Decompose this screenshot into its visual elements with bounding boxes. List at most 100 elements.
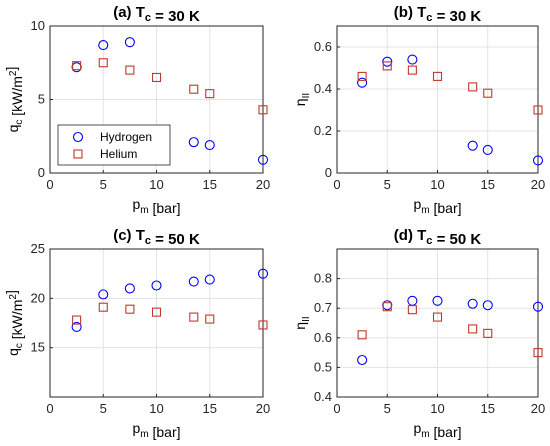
point-helium xyxy=(382,61,392,71)
x-tick-label: 0 xyxy=(333,177,340,192)
point-helium xyxy=(468,324,478,334)
x-tick-label: 20 xyxy=(256,177,270,192)
x-axis-label: pm [bar] xyxy=(413,196,461,216)
point-hydrogen xyxy=(71,62,82,73)
x-tick-label: 0 xyxy=(46,401,53,416)
point-hydrogen xyxy=(188,276,199,287)
y-tick-label: 5 xyxy=(38,92,45,107)
subplot-2: 0 5 10 15 20 0 0.2 0.4 0.6 (b) Tc = 30 K pm [bar] η… xyxy=(292,4,545,216)
point-hydrogen xyxy=(124,37,135,48)
subplot-1: 0 5 10 15 20 0 5 10 (a) Tc = 30 K pm [bar] qc [kW/… xyxy=(3,4,270,216)
y-tick-label: 0.6 xyxy=(314,330,332,345)
point-hydrogen xyxy=(357,77,368,88)
point-helium xyxy=(432,71,443,81)
y-tick-label: 0.7 xyxy=(314,300,332,315)
point-hydrogen xyxy=(98,40,109,51)
y-tick-label: 20 xyxy=(31,290,45,305)
point-hydrogen xyxy=(467,140,478,151)
x-tick-label: 5 xyxy=(100,401,107,416)
subplot-title: (b) Tc = 30 K xyxy=(394,4,482,25)
point-helium xyxy=(357,71,367,81)
y-tick-label: 0.8 xyxy=(314,271,332,286)
point-helium xyxy=(468,82,478,92)
point-hydrogen xyxy=(407,54,418,65)
point-hydrogen xyxy=(482,300,493,311)
point-helium xyxy=(72,315,82,325)
y-tick-label: 0.5 xyxy=(314,359,332,374)
x-tick-label: 0 xyxy=(333,401,340,416)
point-hydrogen xyxy=(71,321,82,332)
y-axis-label: ηII xyxy=(292,93,312,106)
y-tick-label: 15 xyxy=(31,340,45,355)
point-hydrogen xyxy=(98,289,109,300)
y-tick-label: 0 xyxy=(38,165,45,180)
x-tick-label: 20 xyxy=(531,401,545,416)
x-tick-label: 15 xyxy=(203,177,217,192)
point-hydrogen xyxy=(432,295,443,306)
subplot-3: 0 5 10 15 20 15 20 25 (c) Tc = 50 K pm [bar] qc [k… xyxy=(3,227,270,440)
point-hydrogen xyxy=(124,283,135,294)
legend-marker-hydrogen xyxy=(72,131,84,143)
point-helium xyxy=(258,105,268,115)
x-axis-label: pm [bar] xyxy=(413,420,461,440)
y-tick-label: 0.4 xyxy=(314,81,332,96)
point-helium xyxy=(432,312,443,322)
point-helium xyxy=(189,312,199,322)
y-axis-label: qc [kW/m2] xyxy=(3,290,25,356)
point-hydrogen xyxy=(357,354,368,366)
point-hydrogen xyxy=(257,154,269,165)
y-tick-label: 25 xyxy=(31,241,45,256)
point-helium xyxy=(151,72,162,82)
y-tick-label: 10 xyxy=(31,18,45,33)
x-tick-label: 15 xyxy=(481,401,495,416)
point-hydrogen xyxy=(482,144,493,155)
point-helium xyxy=(483,328,493,338)
x-axis-label: pm [bar] xyxy=(132,196,180,216)
x-tick-label: 10 xyxy=(430,401,444,416)
point-hydrogen xyxy=(257,268,269,279)
x-tick-label: 10 xyxy=(430,177,444,192)
point-hydrogen xyxy=(188,137,199,148)
y-axis-label: ηII xyxy=(292,316,312,329)
point-helium xyxy=(382,302,392,312)
y-tick-label: 0.2 xyxy=(314,123,332,138)
point-helium xyxy=(533,105,543,115)
x-tick-label: 15 xyxy=(481,177,495,192)
point-helium xyxy=(533,348,543,358)
point-helium xyxy=(407,305,417,315)
x-tick-label: 20 xyxy=(531,177,545,192)
point-helium xyxy=(125,65,135,75)
x-tick-label: 20 xyxy=(256,401,270,416)
x-tick-label: 0 xyxy=(46,177,53,192)
legend-marker-helium xyxy=(73,149,83,159)
x-tick-label: 10 xyxy=(149,177,163,192)
point-helium xyxy=(151,307,162,317)
y-tick-label: 0 xyxy=(325,165,332,180)
legend-label-helium: Helium xyxy=(100,147,137,161)
point-hydrogen xyxy=(407,295,418,306)
point-helium xyxy=(483,88,493,98)
x-tick-label: 15 xyxy=(203,401,217,416)
point-helium xyxy=(189,84,199,94)
legend-label-hydrogen: Hydrogen xyxy=(100,130,152,144)
y-tick-label: 0.4 xyxy=(314,389,332,404)
point-hydrogen xyxy=(204,274,215,285)
x-tick-label: 10 xyxy=(149,401,163,416)
subplot-title: (c) Tc = 50 K xyxy=(113,227,200,248)
point-hydrogen xyxy=(467,298,478,309)
x-tick-label: 5 xyxy=(100,177,107,192)
x-tick-label: 5 xyxy=(384,177,391,192)
subplot-4: 0 5 10 15 20 0.4 0.5 0.6 0.7 0.8 (d) Tc = 50 K pm [… xyxy=(292,227,545,440)
point-helium xyxy=(125,304,135,314)
point-helium xyxy=(72,61,82,71)
point-helium xyxy=(98,58,108,68)
point-hydrogen xyxy=(204,140,215,151)
point-helium xyxy=(205,314,215,324)
x-axis-label: pm [bar] xyxy=(132,420,180,440)
point-helium xyxy=(205,89,215,99)
y-tick-label: 0.6 xyxy=(314,39,332,54)
point-helium xyxy=(407,65,417,75)
subplot-title: (a) Tc = 30 K xyxy=(113,4,200,25)
legend: Hydrogen Helium xyxy=(57,124,171,166)
